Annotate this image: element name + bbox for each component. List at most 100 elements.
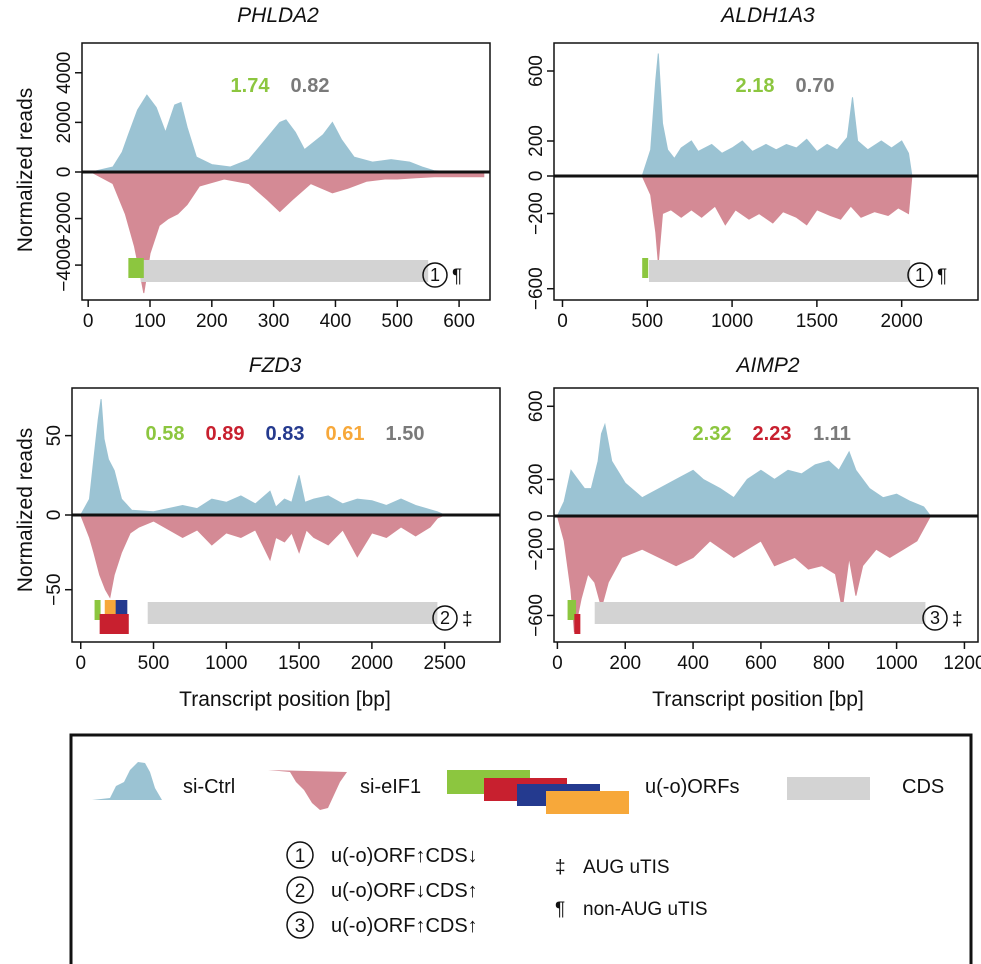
y-axis-label: Normalized reads bbox=[14, 428, 37, 593]
y-tick-label: 0 bbox=[54, 167, 75, 178]
x-axis-label: Transcript position [bp] bbox=[652, 688, 864, 711]
x-tick-label: 400 bbox=[320, 311, 352, 332]
plot-area: 0 500 1000 1500 2000 2500 −50 0 50 bbox=[44, 387, 501, 674]
uorf-bar-4 bbox=[99, 614, 129, 634]
ratio-labels: 0.58 0.89 0.83 0.61 1.50 bbox=[146, 423, 425, 445]
si-ctrl-area bbox=[562, 53, 913, 177]
panel-fzd3: FZD3 Normalized reads Transcript positio… bbox=[14, 354, 501, 711]
legend-frame bbox=[69, 733, 973, 964]
si-eif1-area bbox=[556, 515, 932, 633]
x-tick-label: 0 bbox=[75, 653, 86, 674]
mark-symbol: ¶ bbox=[555, 899, 565, 920]
uorf-bar-1 bbox=[567, 600, 577, 620]
class-number: 3 bbox=[930, 608, 940, 628]
ratio-label: 0.70 bbox=[796, 75, 835, 97]
plot-area: 0 100 200 300 400 500 600 −4000−2000 0 2000 4000 bbox=[54, 42, 491, 332]
cds-bar bbox=[648, 260, 911, 282]
class-mark: ¶ bbox=[452, 266, 462, 287]
ratio-label: 2.18 bbox=[736, 75, 775, 97]
legend: si-Ctrl si-eIF1 u(-o)ORFs CDS 1 u(-o)ORF… bbox=[69, 733, 973, 964]
legend-uorfs-label: u(-o)ORFs bbox=[645, 776, 739, 798]
x-tick-label: 500 bbox=[138, 653, 170, 674]
legend-si-ctrl-swatch bbox=[92, 762, 162, 800]
legend-class-3: 3 u(-o)ORF↑CDS↑ bbox=[286, 911, 478, 939]
x-tick-label: 1200 bbox=[943, 653, 981, 674]
chart-title: ALDH1A3 bbox=[719, 4, 815, 27]
panel-aimp2: AIMP2 Transcript position [bp] 0 200 400 60… bbox=[526, 354, 981, 711]
class-mark: ¶ bbox=[937, 266, 947, 287]
x-tick-label: 1000 bbox=[711, 311, 753, 332]
y-tick-label: 200 bbox=[526, 464, 547, 496]
y-tick-label: −200 bbox=[526, 528, 547, 571]
class-number: 1 bbox=[295, 846, 306, 867]
x-tick-label: 1000 bbox=[205, 653, 247, 674]
y-tick-label: 600 bbox=[526, 390, 547, 422]
class-mark: ‡ bbox=[462, 609, 473, 630]
class-symbol: 3 ‡ bbox=[922, 605, 963, 631]
ratio-label: 1.50 bbox=[386, 423, 425, 445]
x-tick-label: 0 bbox=[552, 653, 563, 674]
legend-class-1: 1 u(-o)ORF↑CDS↓ bbox=[286, 841, 478, 869]
legend-si-eif1-label: si-eIF1 bbox=[360, 776, 421, 798]
ratio-label: 0.89 bbox=[206, 423, 245, 445]
y-tick-label: −600 bbox=[526, 267, 547, 310]
x-tick-label: 2500 bbox=[424, 653, 466, 674]
panel-phlda2: PHLDA2 Normalized reads 0 100 200 300 400 500… bbox=[14, 4, 491, 332]
x-tick-label: 1000 bbox=[875, 653, 917, 674]
y-tick-label: 4000 bbox=[54, 52, 75, 94]
y-tick-label: 50 bbox=[44, 425, 65, 446]
x-tick-label: 0 bbox=[557, 311, 568, 332]
legend-si-eif1-swatch bbox=[268, 770, 347, 810]
class-number: 1 bbox=[430, 265, 440, 285]
ratio-label: 0.61 bbox=[326, 423, 365, 445]
x-tick-label: 200 bbox=[609, 653, 641, 674]
uorf-bar-1 bbox=[128, 258, 144, 278]
x-tick-label: 1500 bbox=[796, 311, 838, 332]
plot-area: 0 500 1000 1500 2000 −600 −200 0 200 600 bbox=[526, 42, 979, 332]
ratio-label: 1.11 bbox=[813, 423, 851, 445]
si-ctrl-area bbox=[79, 399, 460, 516]
circled-number-icon bbox=[286, 876, 314, 904]
x-tick-label: 600 bbox=[443, 311, 475, 332]
class-mark: ‡ bbox=[952, 609, 963, 630]
mark-text: AUG uTIS bbox=[583, 857, 670, 878]
legend-mark-non-aug: ¶ non-AUG uTIS bbox=[555, 899, 708, 920]
legend-uorf-swatch-4 bbox=[546, 791, 629, 814]
uorf-bar-3 bbox=[115, 600, 128, 620]
mark-text: non-AUG uTIS bbox=[583, 899, 708, 920]
x-tick-label: 600 bbox=[745, 653, 777, 674]
legend-cds-swatch bbox=[787, 777, 870, 800]
y-tick-label: −50 bbox=[44, 574, 65, 606]
circled-number-icon bbox=[432, 605, 458, 631]
legend-class-2: 2 u(-o)ORF↓CDS↑ bbox=[286, 876, 478, 904]
legend-cds-label: CDS bbox=[902, 776, 944, 798]
y-tick-label: 200 bbox=[526, 125, 547, 157]
ratio-label: 2.23 bbox=[753, 423, 792, 445]
x-tick-label: 800 bbox=[813, 653, 845, 674]
class-symbol: 1 ¶ bbox=[907, 262, 947, 288]
x-tick-label: 0 bbox=[83, 311, 94, 332]
mark-symbol: ‡ bbox=[555, 857, 566, 878]
x-axis-label: Transcript position [bp] bbox=[179, 688, 391, 711]
x-tick-label: 100 bbox=[134, 311, 166, 332]
class-text: u(-o)ORF↓CDS↑ bbox=[331, 880, 478, 902]
y-tick-label: −600 bbox=[526, 594, 547, 637]
y-tick-label: −200 bbox=[526, 192, 547, 235]
y-tick-label: 0 bbox=[526, 511, 547, 522]
legend-mark-aug: ‡ AUG uTIS bbox=[555, 857, 670, 878]
ratio-label: 2.32 bbox=[693, 423, 732, 445]
y-tick-label: 2000 bbox=[54, 101, 75, 143]
si-eif1-area bbox=[562, 175, 913, 263]
x-tick-label: 1500 bbox=[278, 653, 320, 674]
x-tick-label: 2000 bbox=[881, 311, 923, 332]
chart-title: AIMP2 bbox=[734, 354, 799, 377]
circled-number-icon bbox=[422, 262, 448, 288]
circled-number-icon bbox=[286, 911, 314, 939]
plot-area: 0 200 400 600 800 1000 1200 −600 −200 0 200 600 bbox=[526, 387, 981, 674]
si-ctrl-area bbox=[91, 94, 484, 173]
x-tick-label: 300 bbox=[258, 311, 290, 332]
class-text: u(-o)ORF↑CDS↓ bbox=[331, 845, 478, 867]
class-number: 2 bbox=[440, 608, 450, 628]
ratio-label: 0.58 bbox=[146, 423, 185, 445]
